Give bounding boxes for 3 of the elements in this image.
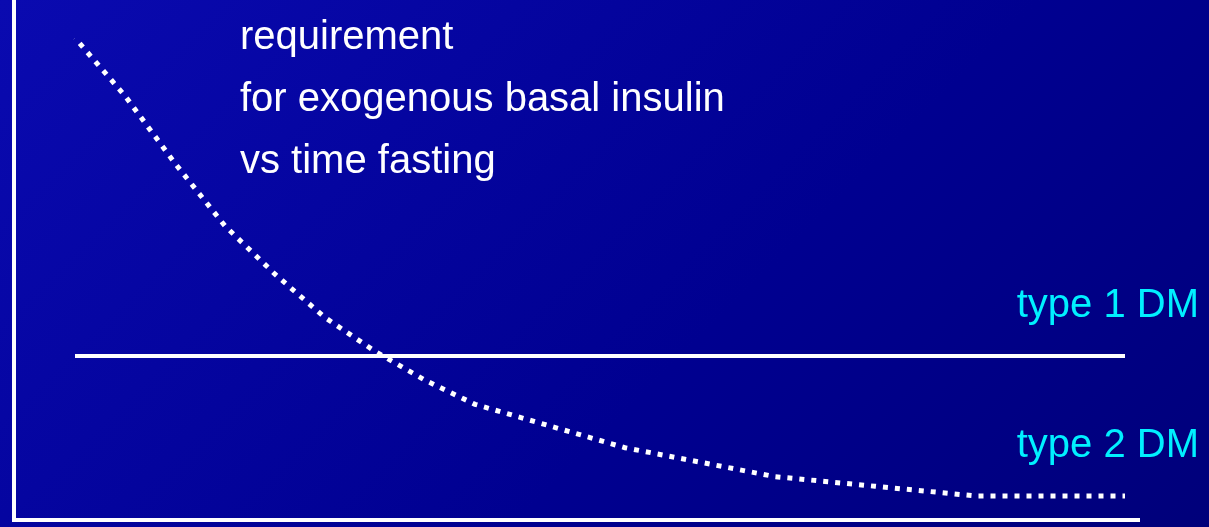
series-label: type 1 DM [1016, 281, 1199, 326]
series-label: type 2 DM [1016, 420, 1199, 465]
text: requirement for exogenous basal insulin vs time fasting [240, 12, 725, 183]
